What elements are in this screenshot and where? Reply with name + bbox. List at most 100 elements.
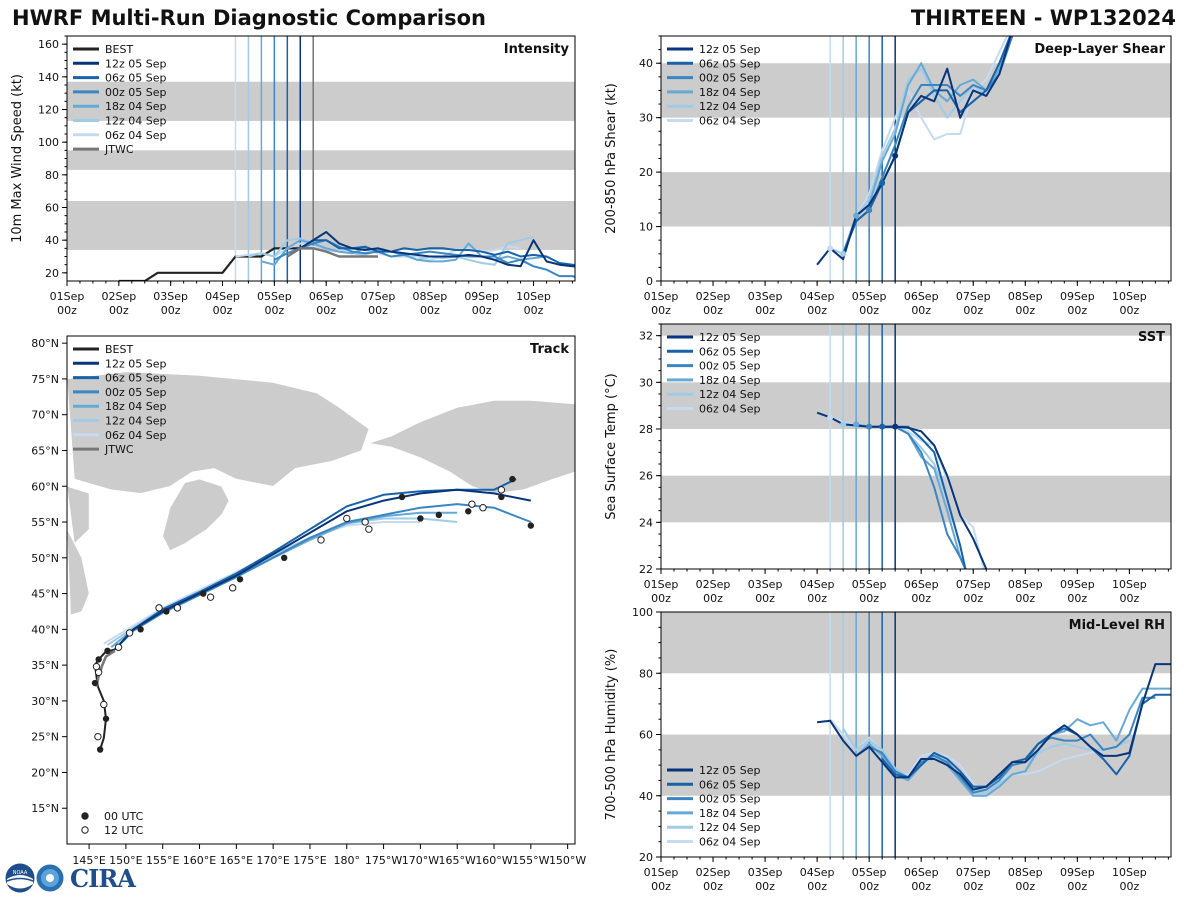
x-tick-label: 08Sep <box>1008 290 1043 303</box>
x-tick-sublabel: 00z <box>213 304 233 317</box>
legend-label: 12z 05 Sep <box>105 357 167 370</box>
x-tick-label: 03Sep <box>153 290 188 303</box>
x-tick-label: 07Sep <box>361 290 396 303</box>
axes-frame <box>66 335 576 845</box>
series-line <box>842 36 1014 255</box>
y-tick-label: 120 <box>38 104 59 117</box>
x-tick-label: 01Sep <box>50 290 85 303</box>
x-tick-label: 08Sep <box>1008 578 1043 591</box>
panel-label: Deep-Layer Shear <box>1034 42 1165 57</box>
legend-label: 06z 04 Sep <box>699 115 761 128</box>
legend-label: 06z 05 Sep <box>105 372 167 385</box>
x-tick-label: 07Sep <box>956 866 991 879</box>
y-tick-label: 28 <box>639 423 653 436</box>
series-line <box>829 36 1009 255</box>
plot-area-track <box>67 371 575 753</box>
jtwc-track-line <box>95 649 116 687</box>
series-line <box>273 239 575 278</box>
legend-label: 00z 05 Sep <box>105 86 167 99</box>
x-tick-label: 01Sep <box>644 578 679 591</box>
lat-tick-label: 75°N <box>31 373 59 386</box>
x-tick-label: 09Sep <box>464 290 499 303</box>
y-tick-label: 26 <box>639 470 653 483</box>
best-line <box>118 247 314 281</box>
series-line <box>842 36 1012 255</box>
x-tick-sublabel: 00z <box>963 304 983 317</box>
y-axis-label: 10m Max Wind Speed (kt) <box>10 74 25 243</box>
x-tick-label: 08Sep <box>412 290 447 303</box>
init-marker <box>853 212 860 219</box>
x-tick-sublabel: 00z <box>316 304 336 317</box>
track-point-00utc <box>435 511 442 519</box>
x-tick-sublabel: 00z <box>703 304 723 317</box>
x-tick-sublabel: 00z <box>1015 592 1035 605</box>
lon-tick-label: 160°W <box>475 854 512 867</box>
track-line <box>103 521 421 645</box>
lat-tick-label: 20°N <box>31 766 59 779</box>
legend-label: 12z 04 Sep <box>105 115 167 128</box>
series-line <box>829 718 1117 791</box>
axes-frame <box>660 611 1172 858</box>
lat-tick-label: 70°N <box>31 409 59 422</box>
lat-tick-label: 15°N <box>31 802 59 815</box>
track-point-00utc <box>398 493 406 501</box>
lon-tick-label: 170°W <box>402 854 439 867</box>
panel-label: Intensity <box>504 42 570 57</box>
lat-tick-label: 25°N <box>31 731 59 744</box>
track-point-12utc <box>497 486 506 494</box>
track-point-12utc <box>228 584 237 592</box>
y-tick-label: 100 <box>38 136 59 149</box>
x-tick-sublabel: 00z <box>755 880 775 893</box>
x-tick-label: 10Sep <box>1112 866 1147 879</box>
land-siberia <box>67 371 370 494</box>
y-tick-label: 60 <box>639 729 653 742</box>
lon-tick-label: 165°W <box>439 854 476 867</box>
band <box>67 81 575 121</box>
y-axis-label: Sea Surface Temp (°C) <box>604 373 619 520</box>
x-tick-sublabel: 00z <box>963 592 983 605</box>
y-tick-label: 20 <box>639 851 653 864</box>
x-tick-sublabel: 00z <box>420 304 440 317</box>
track-point-00utc <box>95 656 102 663</box>
series-line <box>869 425 967 569</box>
y-tick-label: 20 <box>45 267 59 280</box>
x-tick-sublabel: 00z <box>859 880 879 893</box>
series-line <box>881 693 1171 788</box>
legend-label: 06z 04 Sep <box>105 129 167 142</box>
x-tick-sublabel: 00z <box>807 880 827 893</box>
track-point-12utc <box>317 536 325 544</box>
x-tick-label: 09Sep <box>1060 866 1095 879</box>
lat-tick-label: 55°N <box>31 516 59 529</box>
legend-label: 12z 04 Sep <box>699 821 761 834</box>
lon-tick-label: 180° <box>334 854 361 867</box>
x-tick-sublabel: 00z <box>651 592 671 605</box>
lat-tick-label: 35°N <box>31 659 59 672</box>
lon-tick-label: 155°W <box>512 854 549 867</box>
x-tick-label: 03Sep <box>748 290 783 303</box>
series-line <box>235 242 521 261</box>
x-tick-label: 09Sep <box>1060 578 1095 591</box>
lat-tick-label: 45°N <box>31 588 59 601</box>
init-marker <box>840 250 847 257</box>
panel-rh: 2040608010001Sep00z02Sep00z03Sep00z04Sep… <box>604 606 1172 893</box>
init-marker <box>879 180 886 186</box>
lat-tick-label: 60°N <box>31 480 59 493</box>
track-point-12utc <box>125 629 134 637</box>
init-marker <box>827 414 834 421</box>
y-tick-label: 40 <box>45 234 59 247</box>
marker-legend-symbol <box>81 826 89 834</box>
x-tick-sublabel: 00z <box>109 304 129 317</box>
y-tick-label: 20 <box>639 166 653 179</box>
track-point-12utc <box>100 700 108 709</box>
x-tick-label: 10Sep <box>1112 290 1147 303</box>
lon-tick-label: 160°E <box>183 854 216 867</box>
track-point-00utc <box>104 647 111 655</box>
panel-label: Track <box>530 342 569 357</box>
legend-label: 00z 05 Sep <box>105 386 167 399</box>
x-tick-sublabel: 00z <box>807 592 827 605</box>
panel-label: SST <box>1138 330 1165 345</box>
x-tick-label: 01Sep <box>644 866 679 879</box>
x-tick-label: 04Sep <box>800 866 835 879</box>
x-tick-label: 07Sep <box>956 578 991 591</box>
lon-tick-label: 175°W <box>365 854 402 867</box>
